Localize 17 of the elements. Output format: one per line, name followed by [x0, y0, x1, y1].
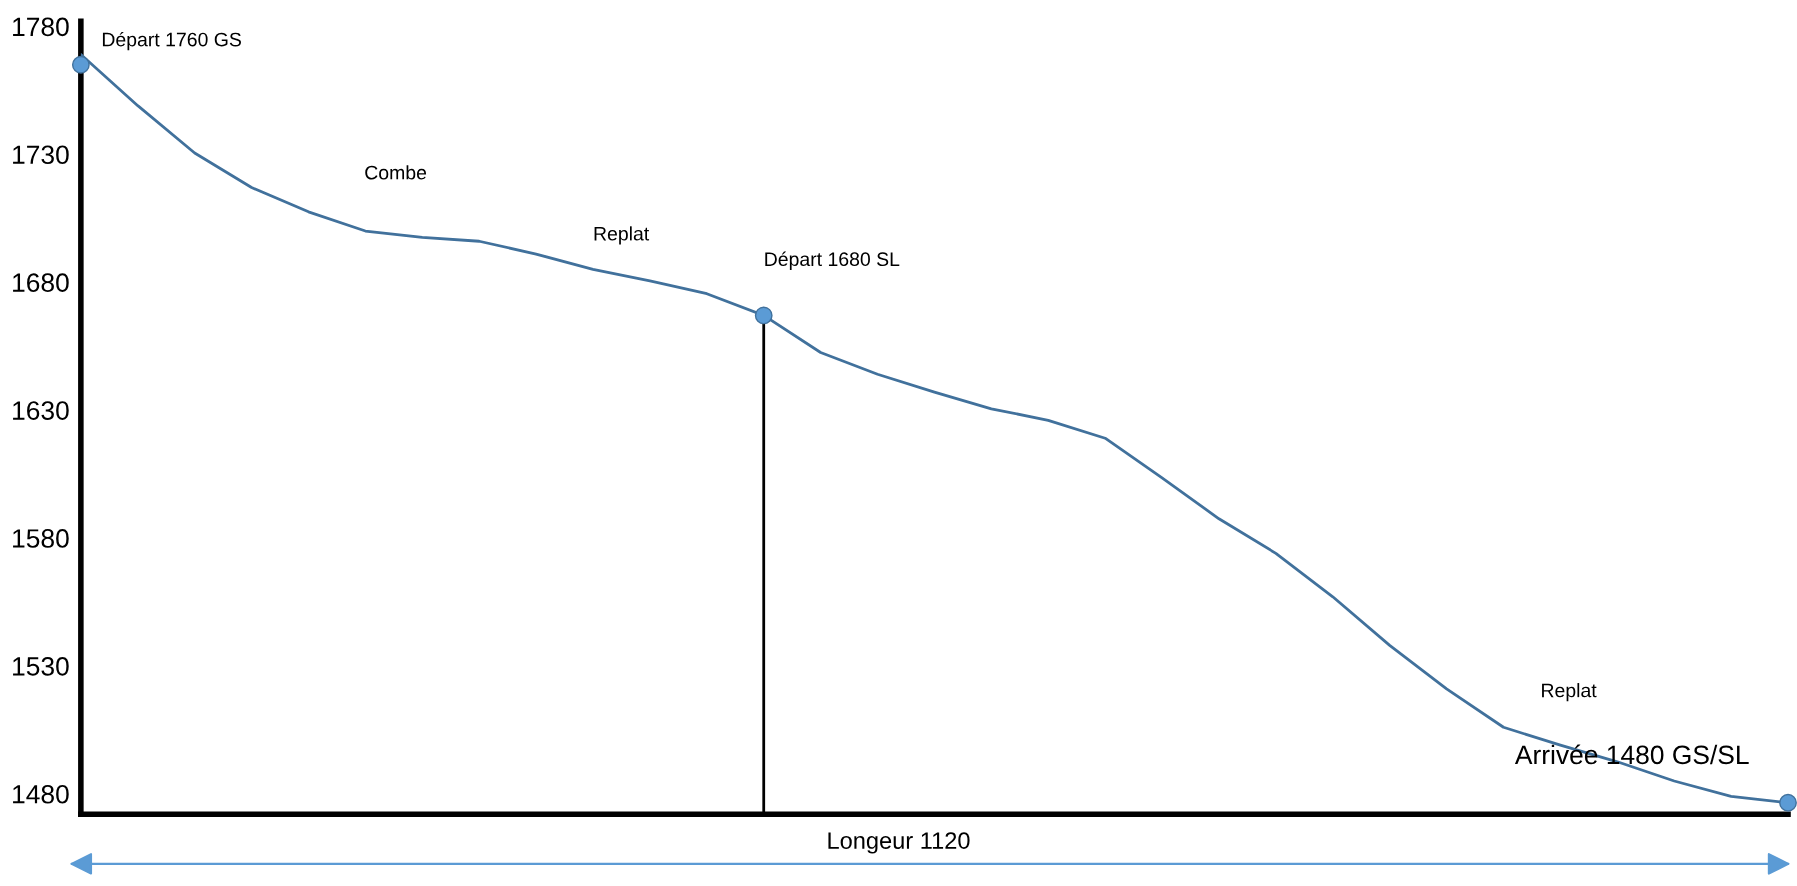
annotation: Replat [1542, 683, 1597, 702]
point [1779, 793, 1797, 812]
annotation: Arrivée 1480 GS/SL [1514, 744, 1749, 765]
point [754, 306, 773, 325]
y-tick-label: 1780 [13, 17, 69, 37]
y-tick-label: 1480 [13, 784, 69, 804]
annotation: Combe [365, 165, 427, 180]
y-tick-label: 1580 [13, 529, 69, 548]
y-tick-label: 1680 [13, 273, 69, 292]
annotation: Replat [594, 226, 650, 245]
text: Longeur 1120 [828, 832, 970, 854]
annotation: Départ 1760 GS [102, 31, 241, 51]
y-tick-label: 1730 [13, 145, 69, 165]
point [71, 55, 90, 74]
annotation: Départ 1680 SL [765, 251, 900, 270]
y-tick-label: 1630 [13, 401, 69, 420]
y-tick-label: 1530 [13, 657, 69, 676]
